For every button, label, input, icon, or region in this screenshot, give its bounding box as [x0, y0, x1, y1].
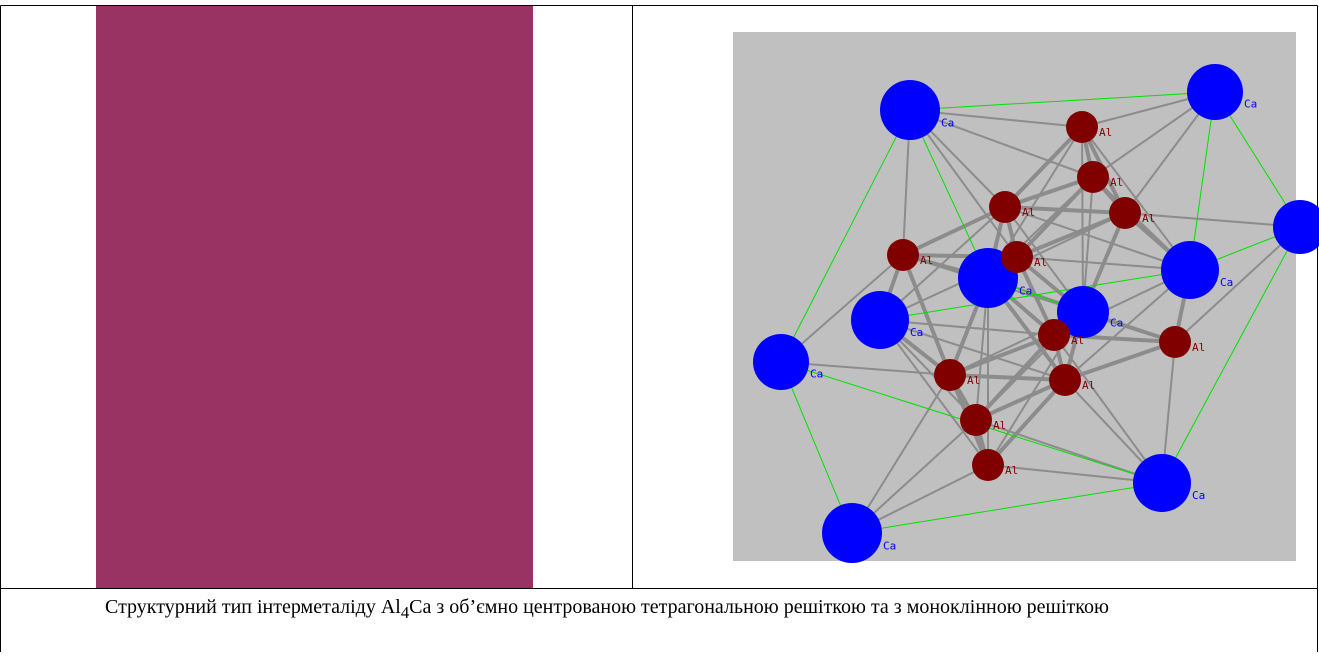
atom-label: Al — [1192, 341, 1205, 354]
atom-label: Ca — [910, 326, 923, 339]
atom-label: Al — [920, 254, 933, 267]
ca-atom — [1133, 454, 1191, 512]
ca-atom — [822, 503, 882, 563]
al-atom — [1159, 326, 1191, 358]
atom-label: Ca — [1192, 489, 1205, 502]
ca-atom — [1161, 241, 1219, 299]
al-atom — [1066, 111, 1098, 143]
ca-atom — [753, 334, 809, 390]
atom-label: Al — [1005, 464, 1018, 477]
al-atom — [1077, 161, 1109, 193]
caption-text: Структурний тип інтерметаліду Al — [105, 596, 401, 618]
al-atom — [1049, 364, 1081, 396]
al-atom — [1001, 241, 1033, 273]
purple-image — [96, 6, 533, 588]
atom-label: Al — [993, 419, 1006, 432]
page: CaCaCaCaCaCaCaCaCaCaAlAlAlAlAlAlAlAlAlAl… — [0, 0, 1319, 659]
atom-label: Al — [1099, 126, 1112, 139]
caption: Структурний тип інтерметаліду Al4Ca з об… — [5, 594, 1312, 626]
atom-label: Al — [1082, 379, 1095, 392]
ca-atom — [1187, 64, 1243, 120]
ca-atom — [880, 80, 940, 140]
caption-text: Ca з об’ємно центрованою тетрагональною … — [409, 596, 1109, 618]
al-atom — [887, 239, 919, 271]
atom-label: Al — [967, 374, 980, 387]
caption-subscript: 4 — [401, 603, 409, 622]
al-atom — [934, 359, 966, 391]
bond — [1082, 127, 1083, 312]
atom-label: Ca — [1244, 97, 1257, 110]
al-atom — [989, 191, 1021, 223]
atom-label: Al — [1142, 212, 1155, 225]
al-atom — [960, 404, 992, 436]
table-figure: CaCaCaCaCaCaCaCaCaCaAlAlAlAlAlAlAlAlAlAl… — [0, 0, 1319, 659]
al-atom — [1038, 319, 1070, 351]
ca-atom — [851, 291, 909, 349]
atom-label: Al — [1034, 256, 1047, 269]
atom-label: Al — [1071, 334, 1084, 347]
atom-label: Ca — [941, 117, 954, 130]
atom-label: Ca — [883, 540, 896, 553]
atom-label: Ca — [1019, 285, 1032, 298]
atom-label: Ca — [1110, 316, 1123, 329]
atom-label: Ca — [1220, 276, 1233, 289]
al-atom — [972, 449, 1004, 481]
atom-label: Al — [1022, 206, 1035, 219]
atom-label: Al — [1110, 176, 1123, 189]
atom-label: Ca — [810, 367, 823, 380]
al-atom — [1109, 197, 1141, 229]
